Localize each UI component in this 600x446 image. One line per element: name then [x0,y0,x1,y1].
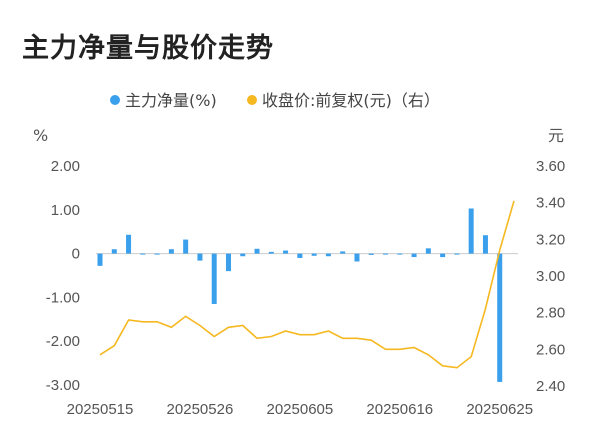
net-volume-bar [254,248,260,254]
left-tick-label: -3.00 [46,377,80,394]
left-tick-label: 0 [72,246,80,263]
legend-label-net-volume: 主力净量(%) [125,91,217,110]
x-tick-label: 20250625 [466,401,533,418]
net-volume-bar [168,249,174,254]
net-volume-bar [368,253,374,255]
net-volume-bar [454,253,460,255]
net-volume-bar [140,253,146,255]
net-volume-bar [183,239,189,254]
net-volume-bar [154,253,160,255]
x-tick-label: 20250605 [266,401,333,418]
net-volume-bar [354,253,360,262]
close-price-line [99,200,515,369]
legend: 主力净量(%) 收盘价:前复权(元)（右） [110,91,440,110]
net-volume-bar [297,253,303,258]
net-volume-bar [283,250,289,254]
left-tick-label: -2.00 [46,333,80,350]
net-volume-bar [311,253,317,256]
left-axis-ticks: 2.00 1.00 0 -1.00 -2.00 -3.00 [46,158,80,394]
net-volume-bars [97,208,503,382]
net-volume-bar [482,235,488,254]
net-volume-bar [211,253,217,304]
net-volume-bar [497,253,503,382]
right-tick-label: 2.40 [536,378,565,395]
right-tick-label: 3.00 [536,268,565,285]
legend-label-close-price: 收盘价:前复权(元)（右） [262,91,440,110]
net-volume-bar [340,251,346,254]
net-volume-bar [268,251,274,254]
left-tick-label: 2.00 [51,158,80,175]
net-volume-bar [440,253,446,258]
right-tick-label: 3.60 [536,158,565,175]
net-volume-bar [397,253,403,255]
legend-swatch-net-volume [110,95,120,105]
net-volume-bar [240,253,246,257]
left-axis-unit: % [33,126,48,145]
left-tick-label: -1.00 [46,289,80,306]
right-axis-unit: 元 [548,126,564,145]
net-volume-bar [225,253,231,272]
net-volume-bar [197,253,203,261]
right-tick-label: 2.80 [536,305,565,322]
net-volume-bar [468,208,474,254]
right-tick-label: 3.40 [536,195,565,212]
legend-swatch-close-price [247,95,257,105]
net-volume-bar [425,248,431,254]
net-volume-bar [126,234,132,254]
x-tick-label: 20250616 [366,401,433,418]
x-tick-label: 20250515 [67,401,134,418]
right-tick-label: 2.60 [536,341,565,358]
x-axis-labels: 20250515 20250526 20250605 20250616 20250625 [67,401,533,418]
net-volume-bar [411,253,417,258]
net-volume-bar [97,253,103,266]
right-tick-label: 3.20 [536,231,565,248]
left-tick-label: 1.00 [51,202,80,219]
net-volume-bar [325,253,331,257]
net-volume-bar [383,253,389,255]
net-volume-bar [111,249,117,254]
right-axis-ticks: 3.60 3.40 3.20 3.00 2.80 2.60 2.40 [536,158,565,395]
x-tick-label: 20250526 [167,401,234,418]
chart-title: 主力净量与股价走势 [22,33,274,64]
